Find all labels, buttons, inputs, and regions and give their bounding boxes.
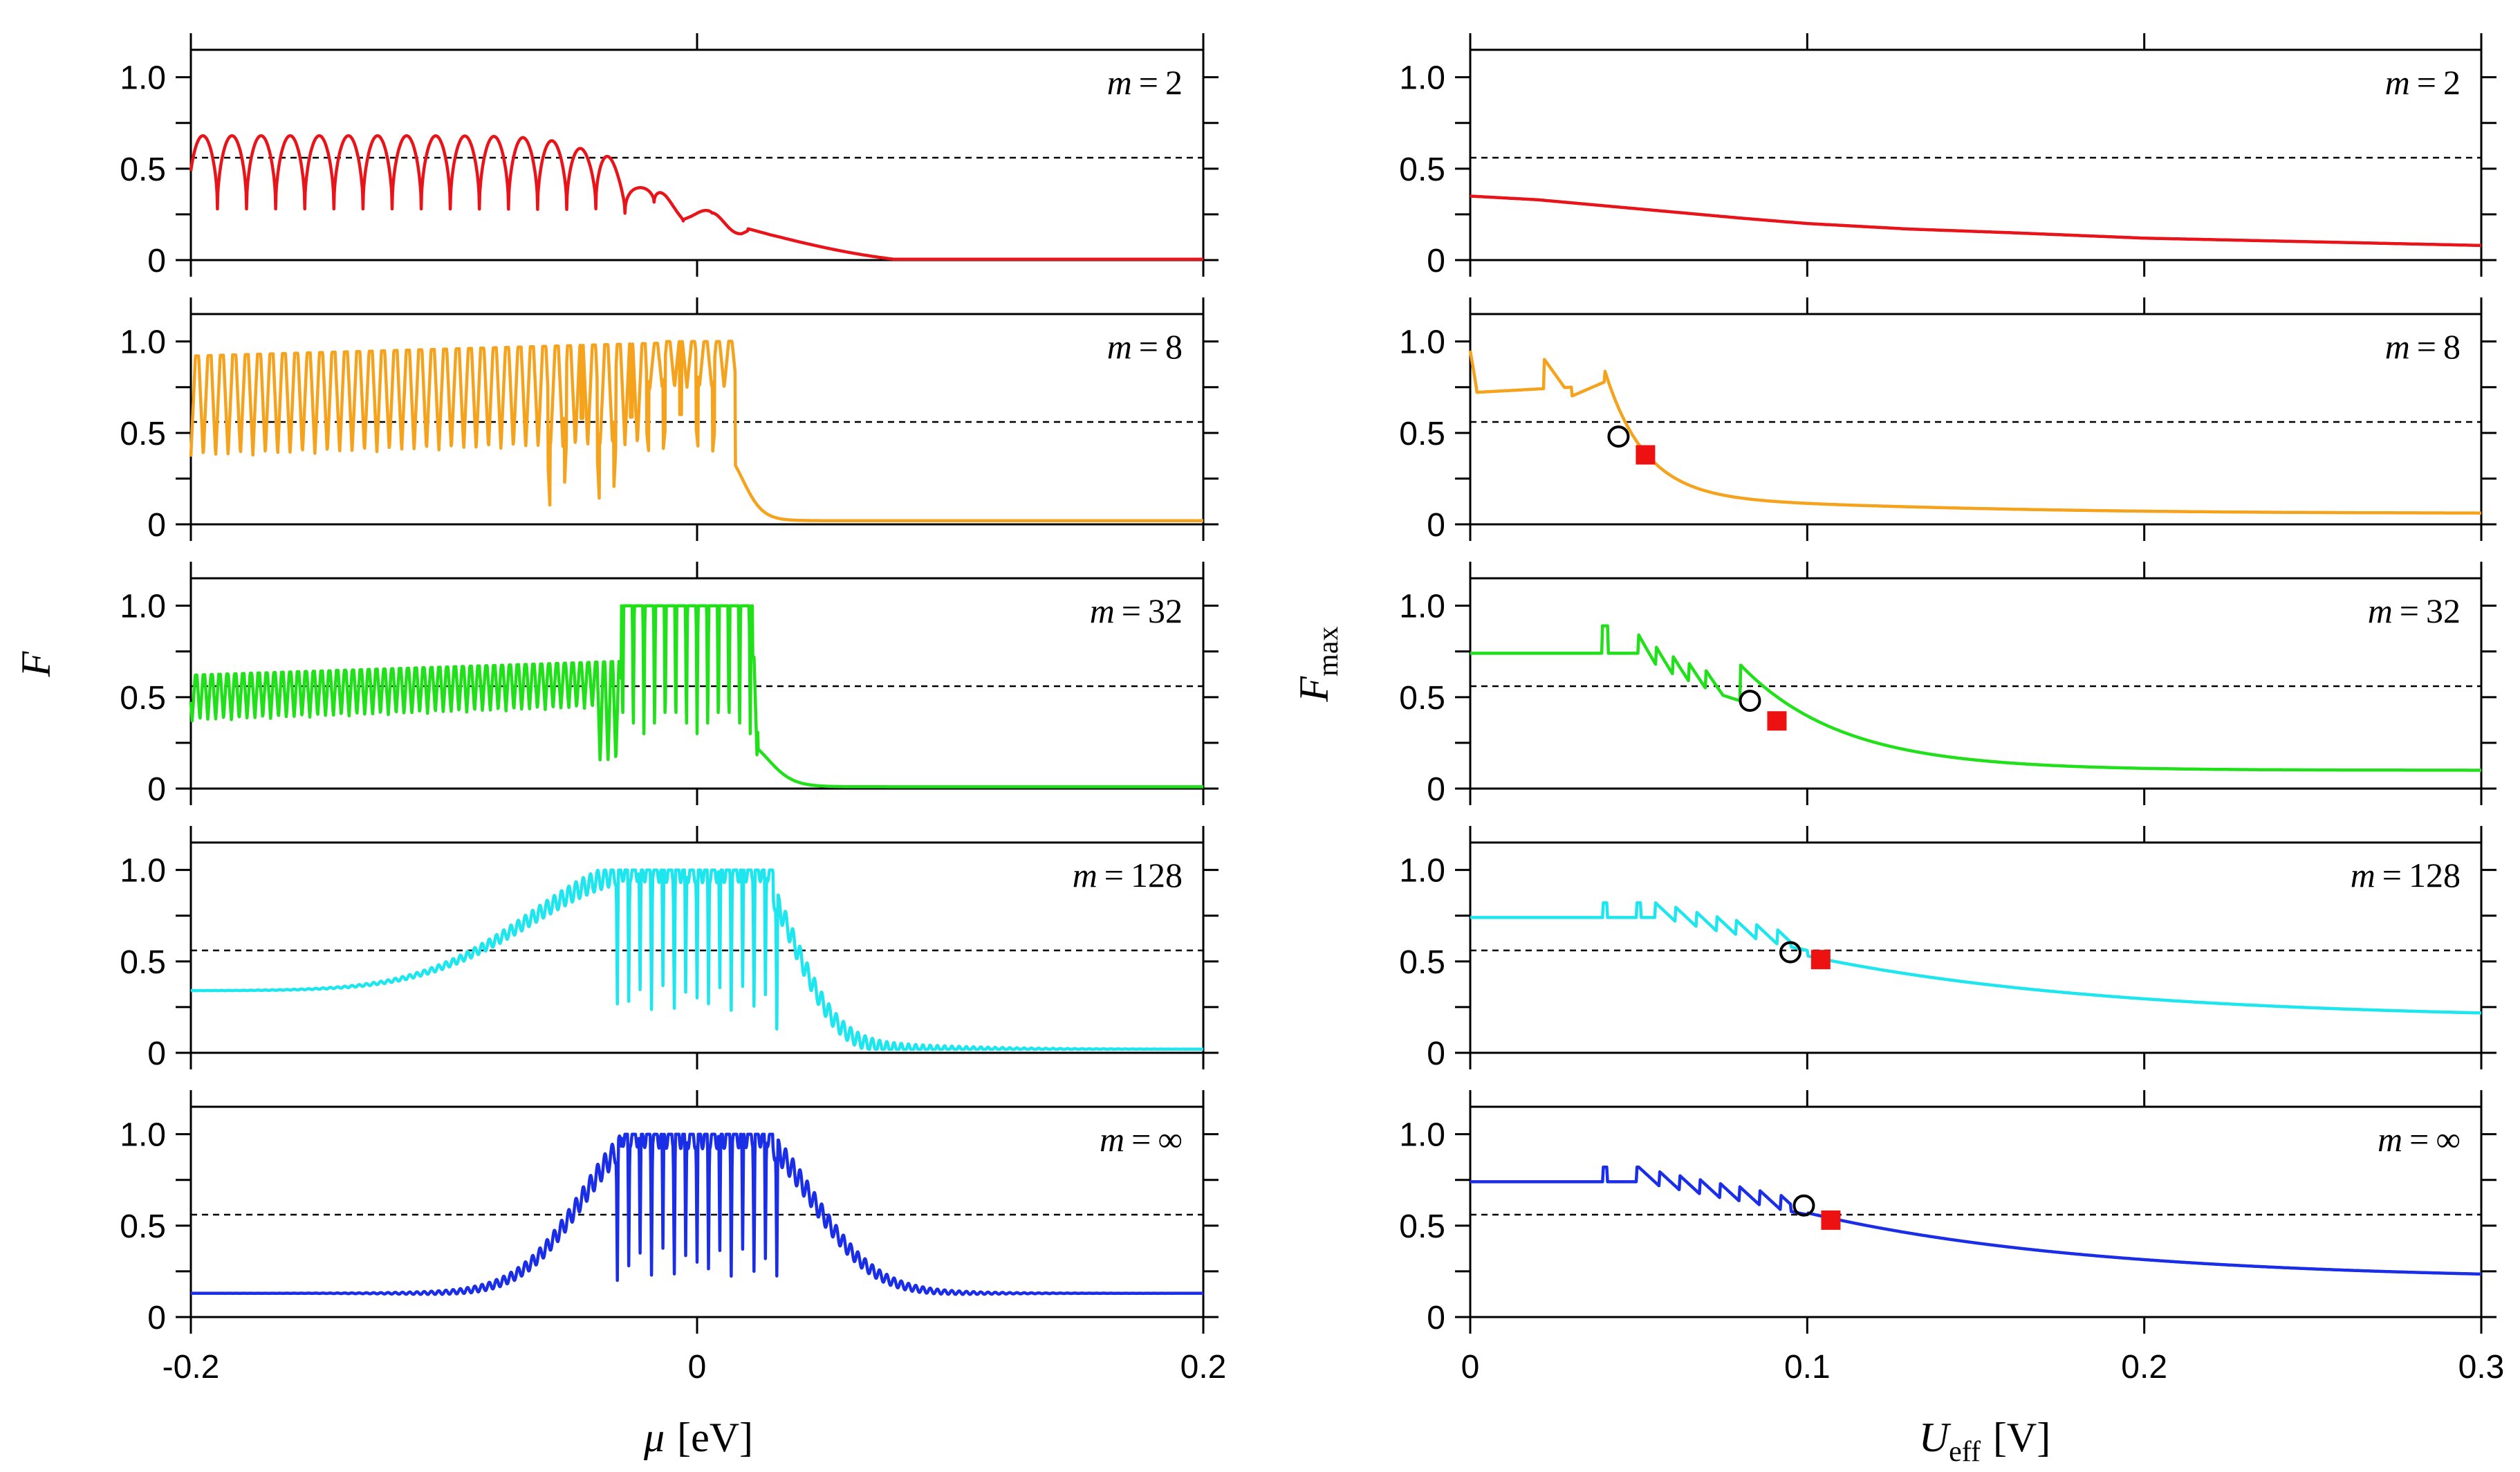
y-tick-label: 0.5 xyxy=(120,416,166,452)
right-x-axis-title: Ueff [V] xyxy=(1919,1415,2051,1468)
panel-m-label: m = 8 xyxy=(2385,327,2461,366)
y-tick-label: 0 xyxy=(1427,243,1445,279)
right-panel-frame xyxy=(1469,577,2483,790)
right-panel-m-8: 0 0.5 1.0 m = 8 xyxy=(1399,297,2496,544)
right-x-axis-unit: [V] xyxy=(1993,1415,2050,1460)
y-tick-label: 0 xyxy=(1427,1300,1445,1336)
panel-m-label: m = ∞ xyxy=(1100,1120,1183,1159)
y-tick-label: 0.5 xyxy=(1399,151,1445,188)
transition-square-marker xyxy=(1821,1210,1841,1230)
left-x-axis-symbol: μ xyxy=(643,1415,665,1460)
y-tick-label: 1.0 xyxy=(1399,853,1445,890)
left-panel-m-inf: 0 0.5 1.0 m = ∞ -0.2 0 0.2 xyxy=(120,1090,1226,1386)
right-panel-m-32: 0 0.5 1.0 m = 32 xyxy=(1399,562,2496,808)
series-line-m-inf xyxy=(1469,1165,2483,1276)
y-tick-label: 1.0 xyxy=(120,853,166,890)
y-tick-label: 0.5 xyxy=(120,151,166,188)
panel-m-label: m = 2 xyxy=(2385,63,2461,102)
right-y-axis-symbol: F xyxy=(1291,675,1337,702)
transition-circle-marker xyxy=(1739,690,1761,712)
transition-circle-marker xyxy=(1607,425,1630,448)
y-tick-label: 0.5 xyxy=(120,944,166,981)
left-panel-m-128: 0 0.5 1.0 m = 128 xyxy=(120,826,1219,1072)
right-panel-m-inf: 0 0.5 1.0 m = ∞ 0 0.1 0.2 0.3 xyxy=(1399,1090,2504,1386)
y-tick-label: 0 xyxy=(147,1300,166,1336)
y-tick-label: 0 xyxy=(1427,1036,1445,1072)
x-tick-label: 0 xyxy=(1461,1349,1480,1386)
series-line-m-8 xyxy=(189,340,1205,522)
y-tick-label: 0.5 xyxy=(1399,1208,1445,1245)
y-tick-label: 0.5 xyxy=(1399,944,1445,981)
left-column: 0 0.5 1.0 m = 2 0 0.5 1.0 m = 8 0 0.5 1.0 m = 32 0 0.5 1.0 m =… xyxy=(120,33,1226,1386)
panel-m-label: m = 32 xyxy=(1090,591,1183,630)
y-tick-label: 0 xyxy=(1427,507,1445,544)
right-panel-frame xyxy=(1469,313,2483,526)
y-tick-label: 0.5 xyxy=(1399,680,1445,717)
transition-square-marker xyxy=(1810,950,1831,970)
right-x-axis-subscript: eff xyxy=(1949,1436,1981,1468)
right-y-axis-subscript: max xyxy=(1313,627,1344,677)
right-panel-m-2: 0 0.5 1.0 m = 2 xyxy=(1399,33,2496,279)
x-tick-label: 0.2 xyxy=(1180,1349,1227,1386)
right-column: 0 0.5 1.0 m = 2 0 0.5 1.0 m = 8 0 0.5 1.0 m = 32 0 0.5 1.0 m =… xyxy=(1399,33,2504,1386)
transition-circle-marker xyxy=(1779,941,1801,964)
y-tick-label: 1.0 xyxy=(120,324,166,361)
series-line-m-128 xyxy=(1469,901,2483,1015)
y-tick-label: 0.5 xyxy=(120,1208,166,1245)
y-tick-label: 0 xyxy=(1427,771,1445,808)
y-tick-label: 0 xyxy=(147,243,166,279)
left-panel-m-8: 0 0.5 1.0 m = 8 xyxy=(120,297,1219,544)
left-panel-m-32: 0 0.5 1.0 m = 32 xyxy=(120,562,1219,808)
x-tick-label: 0.2 xyxy=(2121,1349,2167,1386)
series-line-m-8 xyxy=(1468,350,2483,515)
y-tick-label: 1.0 xyxy=(1399,60,1445,97)
panel-m-label: m = 8 xyxy=(1107,327,1183,366)
series-line-m-128 xyxy=(189,868,1205,1051)
y-tick-label: 0.5 xyxy=(1399,416,1445,452)
x-tick-label: 0.3 xyxy=(2458,1349,2505,1386)
series-line-m-2 xyxy=(1469,194,2483,248)
x-tick-label: 0 xyxy=(688,1349,707,1386)
left-x-axis-title: μ [eV] xyxy=(643,1415,753,1460)
y-tick-label: 1.0 xyxy=(120,589,166,625)
left-x-axis-unit: [eV] xyxy=(677,1415,753,1460)
x-tick-label: -0.2 xyxy=(163,1349,220,1386)
panel-m-label: m = 128 xyxy=(2351,856,2461,894)
series-line-m-inf xyxy=(189,1132,1205,1296)
series-line-m-2 xyxy=(189,134,1205,261)
right-panel-frame xyxy=(1469,48,2483,261)
y-tick-label: 1.0 xyxy=(1399,324,1445,361)
transition-square-marker xyxy=(1636,445,1656,465)
y-tick-label: 1.0 xyxy=(120,1117,166,1154)
y-tick-label: 0.5 xyxy=(120,680,166,717)
y-tick-label: 1.0 xyxy=(1399,1117,1445,1154)
left-panel-m-2: 0 0.5 1.0 m = 2 xyxy=(120,33,1219,279)
left-y-axis-title: F xyxy=(13,650,59,677)
transition-circle-marker xyxy=(1792,1194,1815,1217)
right-panel-frame xyxy=(1469,841,2483,1054)
panel-m-label: m = 32 xyxy=(2368,591,2461,630)
left-panel-frame xyxy=(189,48,1205,261)
panel-m-label: m = 128 xyxy=(1073,856,1183,894)
panel-m-label: m = ∞ xyxy=(2378,1120,2461,1159)
y-tick-label: 1.0 xyxy=(1399,589,1445,625)
series-line-m-32 xyxy=(189,604,1205,789)
right-x-axis-symbol: U xyxy=(1919,1415,1952,1460)
y-tick-label: 0 xyxy=(147,507,166,544)
right-y-axis-title: Fmax xyxy=(1291,627,1344,703)
right-panel-m-128: 0 0.5 1.0 m = 128 xyxy=(1399,826,2496,1072)
transition-square-marker xyxy=(1767,711,1787,731)
y-tick-label: 1.0 xyxy=(120,60,166,97)
y-tick-label: 0 xyxy=(147,771,166,808)
panel-m-label: m = 2 xyxy=(1107,63,1183,102)
right-panel-frame xyxy=(1469,1105,2483,1318)
y-tick-label: 0 xyxy=(147,1036,166,1072)
series-line-m-32 xyxy=(1469,624,2483,772)
x-tick-label: 0.1 xyxy=(1784,1349,1831,1386)
